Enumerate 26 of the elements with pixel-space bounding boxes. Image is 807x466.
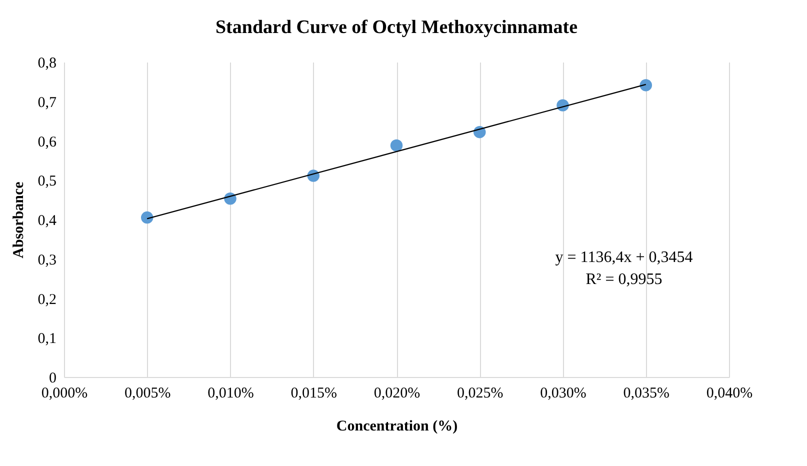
y-tick-label: 0,6 <box>38 134 57 150</box>
y-tick-label: 0,2 <box>38 292 56 308</box>
x-tick-label: 0,010% <box>208 386 254 402</box>
y-tick-label: 0,8 <box>38 56 56 72</box>
annotation: R² = 0,9955 <box>586 271 662 288</box>
x-tick-label: 0,015% <box>290 386 337 402</box>
y-tick-label: 0,7 <box>38 94 57 111</box>
y-tick-label: 0,4 <box>38 213 57 229</box>
annotation: y = 1136,4x + 0,3454 <box>555 249 693 266</box>
point <box>390 139 403 152</box>
x-tick-label: 0,025% <box>457 386 504 402</box>
x-tick-label: 0,040% <box>706 386 753 402</box>
chart-title: Standard Curve of Octyl Methoxycinnamate <box>215 17 578 38</box>
y-tick-label: 0,1 <box>38 331 56 348</box>
x-tick-label: 0,035% <box>623 386 670 402</box>
y-axis-title: Absorbance <box>10 181 27 258</box>
x-tick-label: 0,005% <box>124 386 171 402</box>
y-tick-label: 0,5 <box>38 174 56 190</box>
point <box>141 211 154 224</box>
point <box>640 79 652 92</box>
x-tick-label: 0,030% <box>540 386 586 402</box>
y-tick-label: 0,3 <box>38 252 56 268</box>
x-axis-title: Concentration (%) <box>336 418 458 434</box>
x-tick-label: 0,000% <box>41 386 88 402</box>
x-tick-label: 0,020% <box>374 386 420 402</box>
y-tick-label: 0 <box>49 370 56 386</box>
